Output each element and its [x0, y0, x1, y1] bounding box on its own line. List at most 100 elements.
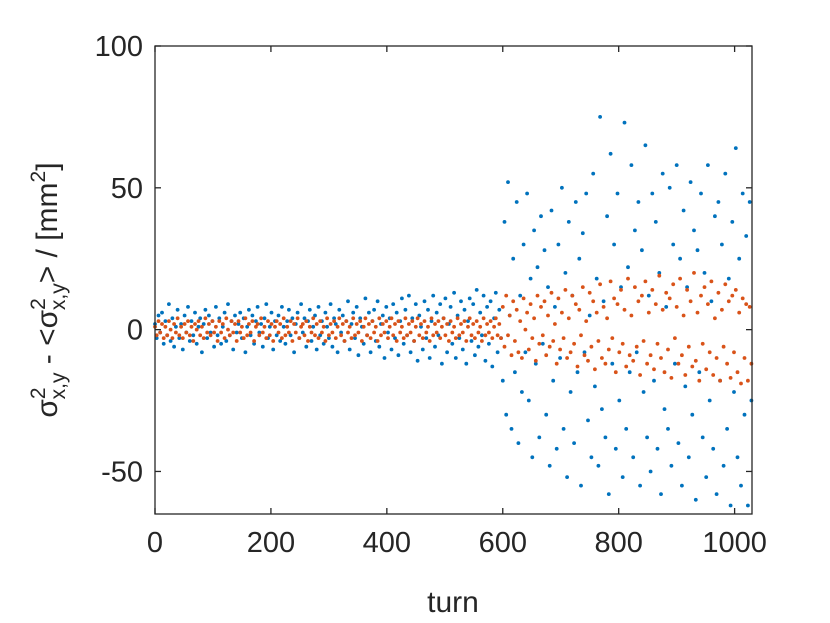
data-point — [203, 316, 208, 321]
data-point — [172, 344, 177, 349]
data-point — [471, 302, 476, 306]
data-point — [641, 339, 646, 343]
data-point — [560, 185, 564, 190]
data-point — [419, 324, 423, 329]
data-point — [617, 350, 622, 355]
data-point — [556, 296, 561, 301]
x-tick-label: 1000 — [702, 527, 767, 559]
data-point — [652, 367, 656, 372]
data-point — [723, 171, 728, 176]
data-point — [389, 347, 394, 352]
data-point — [580, 231, 585, 236]
data-point — [739, 381, 743, 386]
data-point — [704, 367, 709, 372]
data-point — [280, 305, 284, 309]
data-point — [227, 333, 232, 338]
data-point — [539, 305, 543, 309]
data-point — [544, 353, 549, 358]
data-point — [669, 376, 674, 380]
data-point — [382, 330, 387, 335]
data-point — [730, 220, 735, 224]
data-point — [648, 469, 653, 474]
data-point — [290, 316, 295, 321]
data-point — [634, 344, 639, 349]
data-point — [674, 305, 679, 309]
data-point — [281, 316, 286, 321]
data-point — [660, 171, 665, 176]
data-point — [177, 336, 182, 340]
data-point — [655, 446, 660, 451]
data-point — [333, 322, 338, 326]
data-point — [626, 276, 630, 281]
data-point — [219, 330, 224, 335]
data-point — [389, 316, 394, 321]
data-point — [361, 324, 366, 329]
data-point — [445, 322, 449, 326]
data-point — [713, 214, 717, 219]
data-point — [702, 271, 707, 275]
data-point — [551, 378, 556, 383]
data-point — [549, 290, 554, 295]
data-point — [720, 307, 724, 312]
data-point — [276, 330, 281, 335]
data-point — [339, 333, 343, 338]
data-point — [521, 296, 526, 301]
data-point — [271, 347, 276, 352]
data-point — [533, 361, 538, 366]
data-point — [377, 344, 382, 349]
data-point — [530, 455, 535, 460]
data-point — [339, 330, 343, 335]
data-point — [434, 310, 439, 315]
data-point — [280, 336, 284, 340]
data-point — [478, 324, 483, 329]
data-point — [685, 288, 689, 292]
data-point — [434, 330, 439, 335]
data-point — [417, 333, 422, 338]
data-point — [393, 322, 397, 326]
data-point — [485, 322, 489, 326]
data-point — [737, 256, 742, 261]
y-label-sub-1: x,y — [47, 372, 70, 399]
data-point — [480, 339, 484, 343]
data-point — [692, 228, 696, 233]
data-point — [285, 324, 290, 329]
data-point — [685, 285, 689, 289]
data-point — [269, 310, 274, 315]
data-point — [507, 313, 512, 318]
data-point — [547, 344, 552, 349]
data-point — [681, 208, 686, 213]
data-point — [568, 390, 573, 394]
data-point — [360, 339, 364, 343]
data-point — [746, 503, 750, 508]
data-point — [467, 316, 472, 321]
data-point — [598, 115, 602, 119]
data-point — [400, 324, 404, 329]
data-point — [248, 333, 253, 338]
data-point — [368, 350, 373, 355]
data-point — [638, 483, 642, 488]
data-point — [160, 322, 164, 326]
data-point — [714, 492, 719, 496]
data-point — [323, 310, 328, 315]
data-point — [610, 361, 615, 366]
data-point — [645, 361, 649, 366]
data-point — [208, 333, 213, 338]
data-point — [156, 313, 161, 318]
data-point — [200, 350, 204, 355]
data-point — [245, 333, 250, 338]
data-point — [252, 339, 256, 343]
data-point — [460, 347, 465, 352]
data-point — [325, 324, 329, 329]
data-point — [563, 271, 568, 275]
data-point — [260, 344, 265, 349]
data-point — [436, 319, 441, 323]
x-tick-label: 200 — [247, 527, 295, 559]
data-point — [725, 427, 729, 431]
data-point — [587, 290, 592, 295]
data-point — [344, 319, 349, 323]
data-point — [474, 288, 479, 292]
data-point — [540, 333, 545, 338]
data-point — [513, 339, 517, 343]
